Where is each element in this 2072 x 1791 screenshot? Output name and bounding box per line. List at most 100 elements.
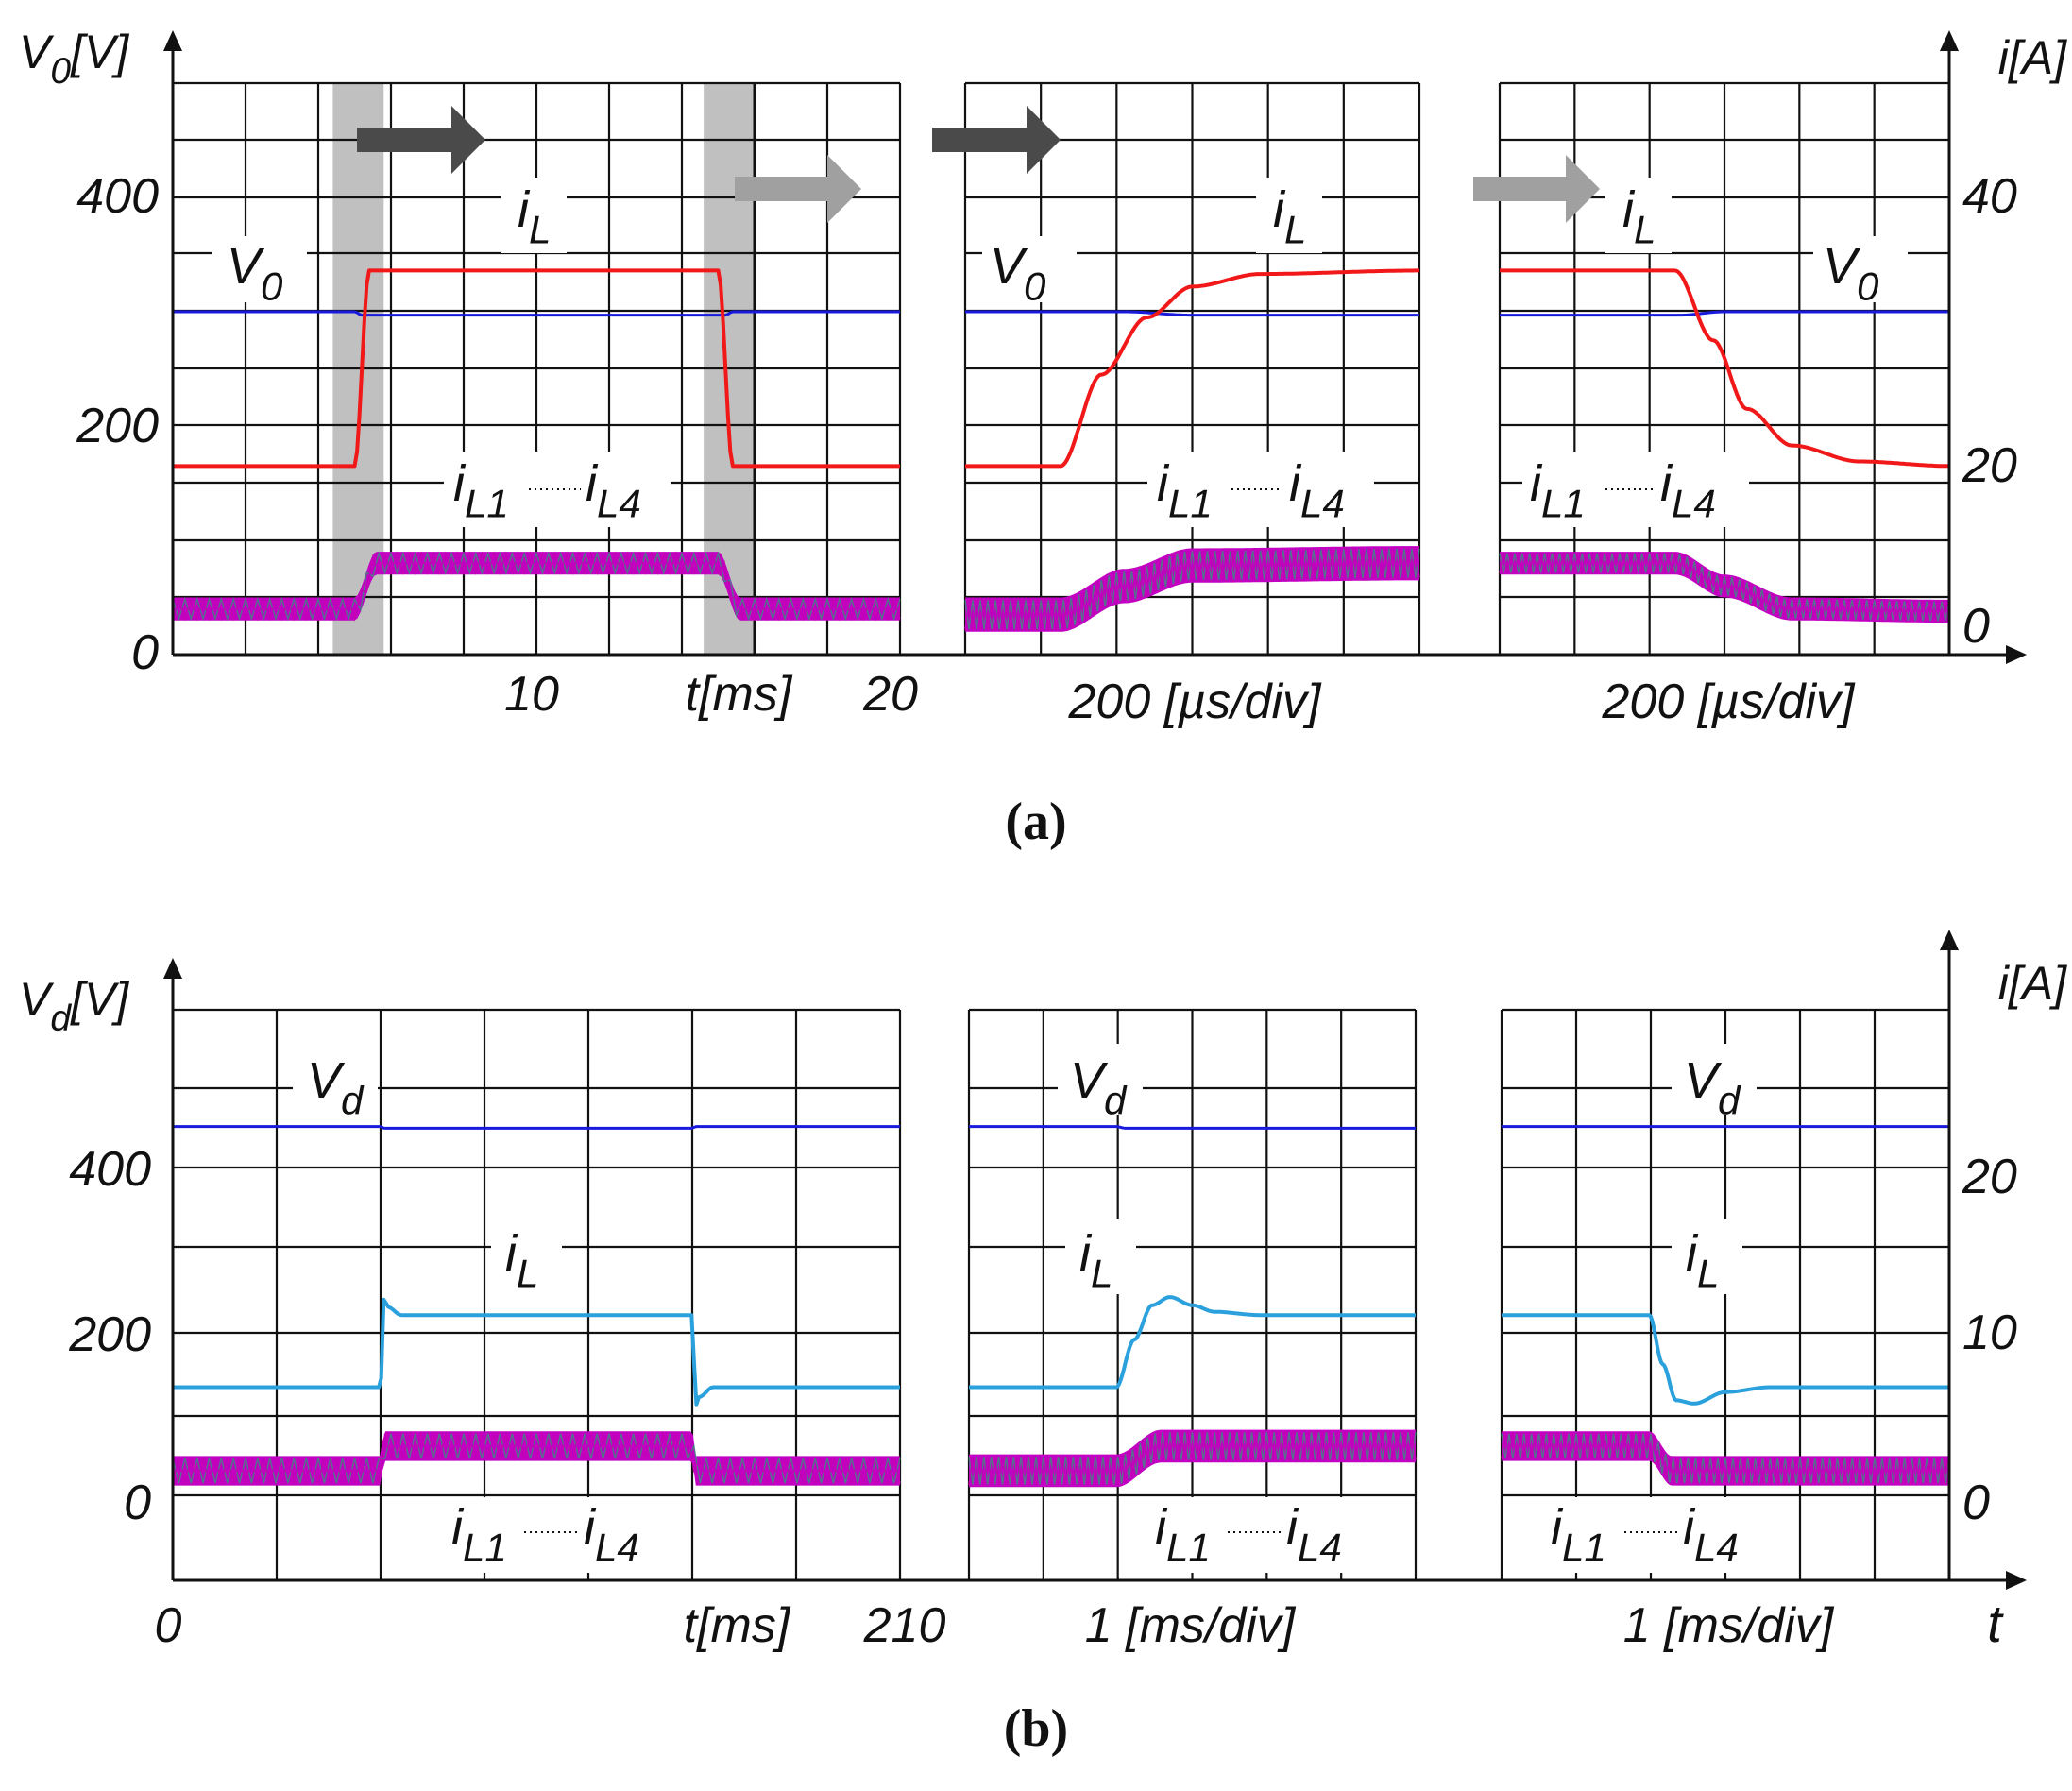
a-panel2-phase-ripple-4 [964, 548, 1420, 630]
a-left-axis-label-main: V [19, 26, 55, 78]
a-label-v0-p1-sub: 0 [261, 264, 283, 308]
a-label-il-p1: iL [518, 181, 551, 251]
b-label-il-p2: iL [1079, 1225, 1112, 1295]
a-x-tick-20: 20 [862, 667, 918, 722]
a-label-v0-p3: V0 [1823, 238, 1879, 308]
a-panel3-phase-ripple-3 [1499, 553, 1950, 622]
b-left-tick-1: 200 [68, 1307, 151, 1362]
a-label-il1-p1-main: i [453, 455, 467, 512]
zoom-step-up-arrow-icon [932, 106, 1061, 174]
b-panel2-voltage-line [969, 1125, 1416, 1130]
a-label-il4-p3-main: i [1660, 455, 1673, 512]
a-label-il1-p3: iL1 [1530, 455, 1586, 525]
b-x-axis-arrow-icon [2006, 1571, 2027, 1590]
a-label-v0-p2-main: V [990, 238, 1028, 295]
a-panel3-phase-ripple-4 [1499, 553, 1950, 622]
a-label-il4-p2: iL4 [1289, 455, 1345, 525]
b-left-axis-label-main: V [19, 973, 55, 1026]
b-label-vd-p3-main: V [1684, 1052, 1723, 1109]
b-panel1-phase-ripple-1 [172, 1433, 901, 1484]
b-panel2-inductor-current-line [968, 1295, 1417, 1390]
b-right-tick-1: 10 [1962, 1305, 2017, 1360]
a-panel3-inductor-current-line [1499, 268, 1950, 469]
b-panel3-phase-currents-band [1502, 1431, 1949, 1486]
a-right-axis-label: i[A] [1998, 31, 2067, 84]
a-label-il4-p2-sub: L4 [1300, 481, 1345, 525]
b-label-vd-p2: Vd [1070, 1052, 1128, 1122]
b-grid-panel-1 [171, 1008, 902, 1580]
a-left-tick-400: 400 [76, 169, 159, 224]
a-label-v0-p2: V0 [990, 238, 1046, 308]
a-panel1-inductor-current-line [173, 268, 900, 469]
a-label-il1-p2-sub: L1 [1168, 481, 1213, 525]
b-label-il1-p2: iL1 [1155, 1499, 1211, 1569]
b-panel3-phase-ripple-4 [1501, 1433, 1950, 1484]
b-panel2-phase-ripple-1 [968, 1432, 1417, 1485]
a-label-il1-p1-sub: L1 [465, 481, 509, 525]
a-panel1-phase-currents-band [173, 552, 900, 621]
a-left-axis-arrow-icon [163, 30, 182, 51]
b-x-label-zoom-2: 1 [ms/div] [1623, 1598, 1835, 1653]
a-x-label-zoom-1: 200 [µs/div] [1068, 674, 1323, 729]
b-panel2-phase-ripple-3 [968, 1432, 1417, 1485]
b-panel1-phase-ripple-4 [172, 1433, 901, 1484]
b-left-axis-label: Vd[V] [19, 973, 129, 1039]
b-panel1-inductor-current-line [173, 1297, 900, 1407]
b-label-il4-p2: iL4 [1286, 1499, 1342, 1569]
b-label-il-p1-sub: L [517, 1251, 538, 1295]
a-label-il-p1-main: i [518, 181, 531, 238]
b-x-label-time: t[ms] [684, 1598, 791, 1653]
a-label-v0-p2-sub: 0 [1024, 264, 1046, 308]
b-panel3-phase-ripple-1 [1501, 1433, 1950, 1484]
b-label-il4-p2-main: i [1286, 1499, 1299, 1556]
b-label-il4-p3-sub: L4 [1694, 1525, 1739, 1569]
b-right-tick-0: 20 [1962, 1150, 2017, 1204]
b-label-vd-p1-main: V [307, 1052, 346, 1109]
a-right-tick-0: 40 [1962, 169, 2017, 224]
b-label-vd-p2-sub: d [1104, 1078, 1128, 1122]
a-panel1-phase-ripple-3 [172, 551, 901, 622]
b-label-il4-p3-main: i [1683, 1499, 1696, 1556]
a-left-axis-label-sub: 0 [50, 51, 71, 92]
a-panel1-voltage-line [173, 310, 900, 317]
step-up-arrow-icon [357, 106, 485, 174]
b-panel3-phase-ripple-3 [1501, 1433, 1950, 1484]
b-label-il4-p1: iL4 [584, 1499, 639, 1569]
b-label-vd-p3: Vd [1684, 1052, 1741, 1122]
b-caption: (b) [1004, 1699, 1068, 1758]
a-left-tick-200: 200 [76, 399, 159, 453]
a-panel2-inductor-current-line [964, 268, 1420, 469]
b-label-il4-p1-sub: L4 [595, 1525, 639, 1569]
b-label-vd-p1-sub: d [341, 1078, 365, 1122]
b-left-tick-2: 0 [124, 1475, 151, 1530]
a-label-il-p2-main: i [1273, 181, 1286, 238]
a-label-il4-p2-main: i [1289, 455, 1302, 512]
b-grid-panel-2 [967, 1008, 1418, 1580]
b-label-il-p2-main: i [1079, 1225, 1093, 1282]
a-caption: (a) [1005, 793, 1066, 851]
b-right-tick-2: 0 [1962, 1475, 1990, 1530]
b-label-il1-p3: iL1 [1551, 1499, 1606, 1569]
a-label-il-p3-sub: L [1634, 207, 1656, 251]
b-x-label-zoom-1: 1 [ms/div] [1085, 1598, 1297, 1653]
b-x-axis-end-label: t [1987, 1594, 2004, 1653]
b-label-il4-p2-sub: L4 [1298, 1525, 1342, 1569]
b-left-axis-label-sub: d [50, 998, 72, 1039]
b-label-il1-p1-sub: L1 [463, 1525, 507, 1569]
a-panel2-phase-ripple-1 [964, 548, 1420, 630]
b-label-il4-p1-main: i [584, 1499, 597, 1556]
a-panel1-phase-ripple-4 [172, 551, 901, 622]
a-label-il1-p3-main: i [1530, 455, 1543, 512]
a-panel2-phase-ripple-3 [964, 548, 1420, 630]
a-label-il1-p2-main: i [1157, 455, 1170, 512]
b-label-il1-p3-sub: L1 [1562, 1525, 1606, 1569]
b-label-il1-p1: iL1 [451, 1499, 507, 1569]
a-label-il-p1-sub: L [529, 207, 551, 251]
b-label-il-p1-main: i [505, 1225, 518, 1282]
b-label-il-p1: iL [505, 1225, 538, 1295]
a-label-il1-p1: iL1 [453, 455, 509, 525]
a-label-il4-p1-main: i [586, 455, 599, 512]
b-label-il1-p1-main: i [451, 1499, 465, 1556]
